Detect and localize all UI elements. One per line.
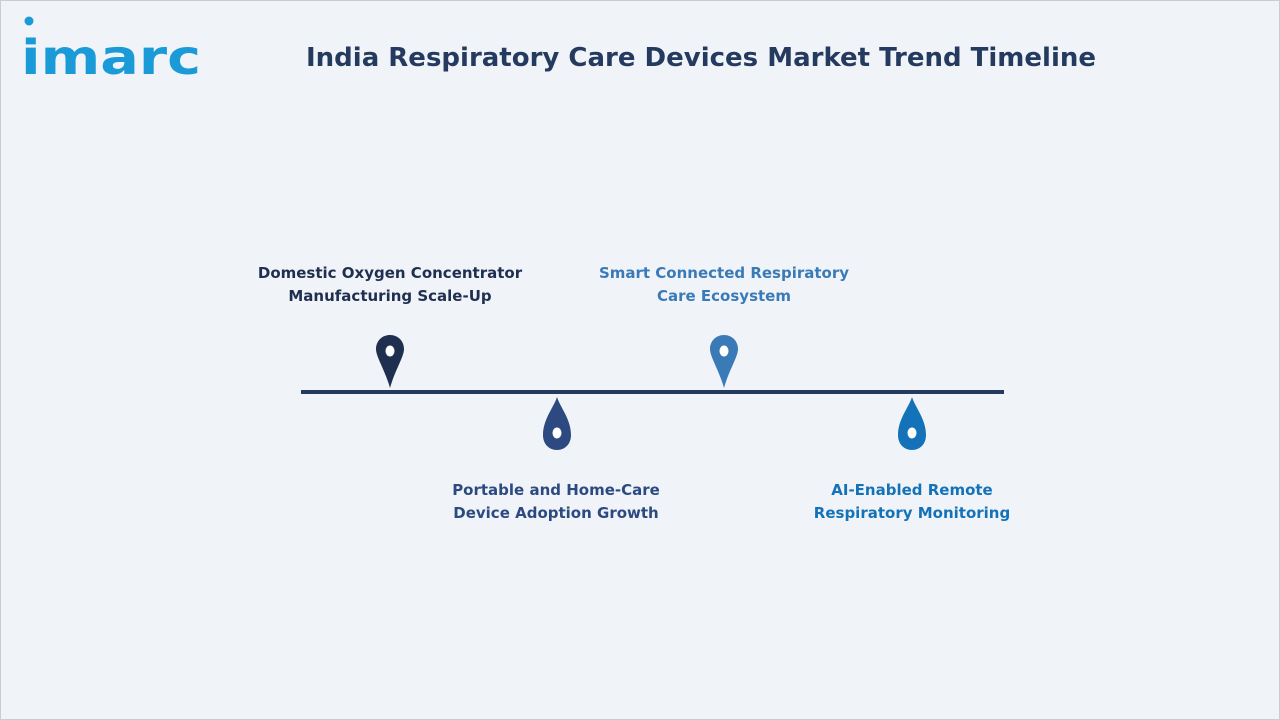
logo-i-dot bbox=[24, 16, 34, 26]
milestone-label: Portable and Home-Care Device Adoption G… bbox=[406, 479, 706, 525]
milestone-label-line: Domestic Oxygen Concentrator bbox=[257, 264, 523, 282]
page-title: India Respiratory Care Devices Market Tr… bbox=[305, 43, 1097, 73]
milestone-label-line: Care Ecosystem bbox=[657, 287, 791, 305]
map-pin-icon bbox=[376, 335, 404, 388]
milestone-label-line: Respiratory Monitoring bbox=[813, 504, 1011, 522]
droplet-icon bbox=[543, 397, 571, 450]
logo-text: imarc bbox=[21, 30, 201, 79]
milestone-label-line: Portable and Home-Care bbox=[452, 481, 660, 499]
milestone-label: AI-Enabled Remote Respiratory Monitoring bbox=[762, 479, 1062, 525]
milestone-label-line: Smart Connected Respiratory bbox=[598, 264, 850, 282]
milestone-label: Smart Connected Respiratory Care Ecosyst… bbox=[574, 262, 874, 308]
droplet-icon bbox=[898, 397, 926, 450]
milestone-label: Domestic Oxygen Concentrator Manufacturi… bbox=[240, 262, 540, 308]
map-pin-icon bbox=[710, 335, 738, 388]
imarc-logo: imarc bbox=[21, 16, 201, 79]
milestone-label-line: AI-Enabled Remote bbox=[831, 481, 993, 499]
milestone-label-line: Manufacturing Scale-Up bbox=[288, 287, 492, 305]
milestone-label-line: Device Adoption Growth bbox=[453, 504, 659, 522]
